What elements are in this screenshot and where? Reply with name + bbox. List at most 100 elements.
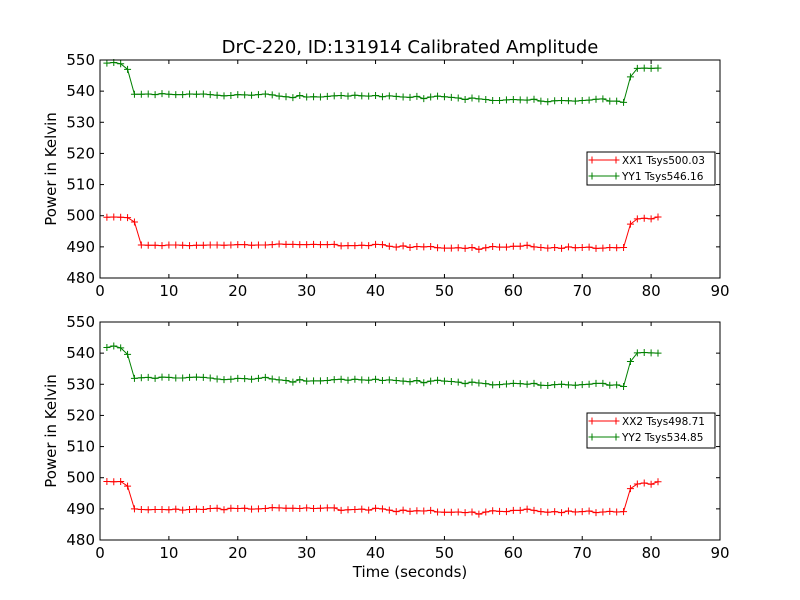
legend-marker <box>588 172 596 180</box>
data-point <box>316 377 324 385</box>
data-point <box>158 505 166 513</box>
data-point <box>516 242 524 250</box>
data-point <box>482 96 490 104</box>
data-point <box>275 240 283 248</box>
data-point <box>130 505 138 513</box>
data-point <box>179 506 187 514</box>
data-point <box>254 374 262 382</box>
data-point <box>509 379 517 387</box>
data-point <box>206 505 214 513</box>
data-point <box>130 218 138 226</box>
data-point <box>103 477 111 485</box>
data-point <box>144 90 152 98</box>
data-point <box>578 243 586 251</box>
data-point <box>103 59 111 67</box>
data-point <box>192 505 200 513</box>
data-point <box>523 96 531 104</box>
data-point <box>420 243 428 251</box>
data-point <box>592 509 600 517</box>
data-point <box>454 94 462 102</box>
data-point <box>199 505 207 513</box>
data-point <box>440 244 448 252</box>
data-point <box>151 505 159 513</box>
data-point <box>137 90 145 98</box>
data-point <box>454 244 462 252</box>
data-point <box>613 508 621 516</box>
data-point <box>296 241 304 249</box>
data-point <box>268 91 276 99</box>
data-point <box>626 358 634 366</box>
data-point <box>179 91 187 99</box>
data-point <box>592 379 600 387</box>
data-point <box>213 241 221 249</box>
y-tick-label: 500 <box>66 469 95 487</box>
data-point <box>399 506 407 514</box>
x-tick-label: 50 <box>435 282 454 300</box>
data-point <box>454 378 462 386</box>
data-point <box>227 241 235 249</box>
data-point <box>516 380 524 388</box>
data-point <box>633 480 641 488</box>
data-point <box>502 243 510 251</box>
y-tick-label: 490 <box>66 500 95 518</box>
data-point <box>475 379 483 387</box>
data-point <box>654 478 662 486</box>
data-point <box>530 243 538 251</box>
legend-marker <box>612 172 620 180</box>
data-point <box>564 507 572 515</box>
data-point <box>254 505 262 513</box>
data-point <box>647 480 655 488</box>
data-point <box>144 506 152 514</box>
data-point <box>461 96 469 104</box>
data-point <box>385 506 393 514</box>
data-point <box>158 373 166 381</box>
x-tick-label: 70 <box>573 544 592 562</box>
data-point <box>316 241 324 249</box>
data-point <box>640 479 648 487</box>
data-point <box>447 244 455 252</box>
data-point <box>592 95 600 103</box>
data-point <box>186 90 194 98</box>
data-point <box>551 97 559 105</box>
y-tick-label: 500 <box>66 207 95 225</box>
data-point <box>461 509 469 517</box>
data-point <box>289 94 297 102</box>
legend: XX1 Tsys500.03 YY1 Tsys546.16 <box>586 151 716 186</box>
data-point <box>358 376 366 384</box>
data-point <box>179 374 187 382</box>
data-point <box>489 243 497 251</box>
data-point <box>358 241 366 249</box>
data-point <box>640 214 648 222</box>
data-point <box>434 244 442 252</box>
data-point <box>440 377 448 385</box>
data-point <box>385 242 393 250</box>
data-point <box>365 242 373 250</box>
data-point <box>310 377 318 385</box>
data-point <box>620 243 628 251</box>
data-point <box>392 92 400 100</box>
data-point <box>440 508 448 516</box>
data-point <box>310 505 318 513</box>
data-point <box>151 374 159 382</box>
axes-frame <box>99 59 721 279</box>
y-tick-label: 490 <box>66 238 95 256</box>
data-point <box>399 242 407 250</box>
data-point <box>447 93 455 101</box>
y-tick-label: 540 <box>66 344 95 362</box>
data-point <box>303 241 311 249</box>
data-point <box>482 244 490 252</box>
series-1 <box>103 477 662 518</box>
data-point <box>130 374 138 382</box>
data-point <box>124 65 132 73</box>
y-tick-label: 530 <box>66 113 95 131</box>
data-point <box>440 93 448 101</box>
data-point <box>606 507 614 515</box>
y-tick-label: 520 <box>66 406 95 424</box>
legend-marker <box>612 417 620 425</box>
data-point <box>234 505 242 513</box>
data-point <box>420 507 428 515</box>
x-tick-label: 10 <box>159 544 178 562</box>
data-point <box>220 506 228 514</box>
data-point <box>234 241 242 249</box>
series-1 <box>103 213 662 253</box>
